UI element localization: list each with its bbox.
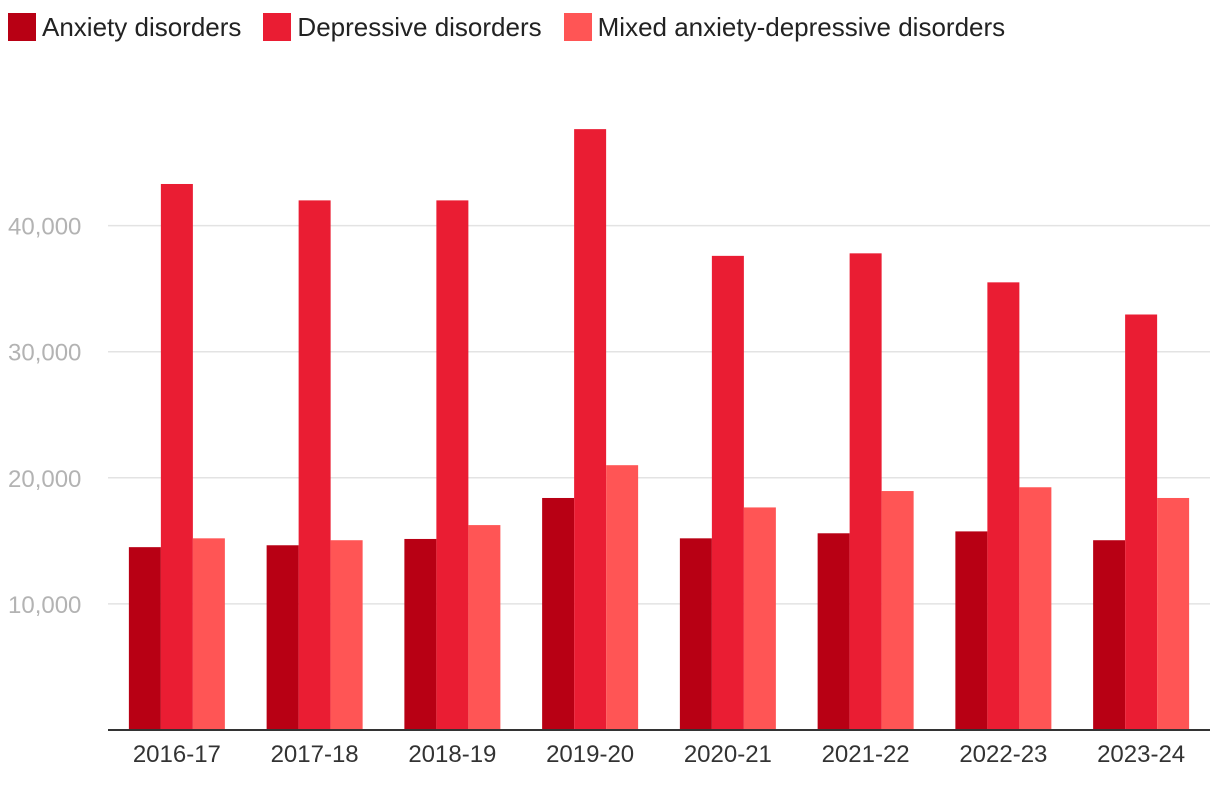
legend-label-mixed: Mixed anxiety-depressive disorders — [597, 11, 1006, 42]
bar-2022-23-anxiety-disorders — [955, 531, 988, 730]
bar-2022-23-mixed-anxiety-depressive-disorders — [1019, 487, 1052, 730]
legend-swatch-anxiety — [8, 13, 36, 41]
x-tick-label-2016-17: 2016-17 — [133, 741, 221, 768]
legend-swatch-mixed — [563, 13, 592, 41]
bar-2020-21-mixed-anxiety-depressive-disorders — [743, 507, 776, 730]
x-tick-label-2019-20: 2019-20 — [546, 741, 634, 768]
bar-2017-18-depressive-disorders — [298, 200, 331, 730]
bar-2020-21-depressive-disorders — [711, 255, 744, 730]
bar-2017-18-anxiety-disorders — [266, 545, 299, 730]
x-tick-label-2017-18: 2017-18 — [271, 741, 359, 768]
legend-label-depressive: Depressive disorders — [297, 11, 542, 42]
x-tick-label-2022-23: 2022-23 — [959, 741, 1047, 768]
bar-2019-20-mixed-anxiety-depressive-disorders — [606, 465, 639, 730]
chart-legend: Anxiety disorders Depressive disorders M… — [8, 10, 1027, 44]
legend-label-anxiety: Anxiety disorders — [42, 11, 242, 42]
x-tick-label-2023-24: 2023-24 — [1097, 741, 1185, 768]
bar-2017-18-mixed-anxiety-depressive-disorders — [330, 540, 363, 730]
bar-2019-20-depressive-disorders — [574, 129, 607, 731]
bar-2019-20-anxiety-disorders — [542, 497, 575, 730]
x-tick-label-2018-19: 2018-19 — [408, 741, 496, 768]
bar-2021-22-mixed-anxiety-depressive-disorders — [881, 491, 914, 730]
x-tick-label-2020-21: 2020-21 — [684, 741, 772, 768]
bar-2022-23-depressive-disorders — [987, 282, 1020, 730]
bar-2018-19-depressive-disorders — [436, 200, 469, 730]
y-tick-label-30000: 30,000 — [8, 340, 81, 367]
x-tick-label-2021-22: 2021-22 — [822, 741, 910, 768]
y-tick-label-20000: 20,000 — [8, 466, 81, 493]
bar-2018-19-mixed-anxiety-depressive-disorders — [468, 525, 501, 730]
legend-item-anxiety: Anxiety disorders — [8, 12, 241, 43]
bar-2023-24-anxiety-disorders — [1093, 540, 1126, 730]
bar-2018-19-anxiety-disorders — [404, 538, 437, 730]
legend-swatch-depressive — [263, 13, 292, 41]
bar-2016-17-depressive-disorders — [160, 183, 193, 730]
bar-2021-22-depressive-disorders — [849, 253, 882, 731]
bar-2023-24-depressive-disorders — [1125, 314, 1158, 730]
y-tick-label-40000: 40,000 — [8, 214, 81, 241]
bar-2016-17-mixed-anxiety-depressive-disorders — [192, 538, 225, 730]
bar-2021-22-anxiety-disorders — [817, 533, 850, 730]
legend-item-depressive: Depressive disorders — [263, 11, 542, 43]
bar-2016-17-anxiety-disorders — [128, 547, 161, 730]
bar-2023-24-mixed-anxiety-depressive-disorders — [1157, 497, 1190, 730]
legend-item-mixed: Mixed anxiety-depressive disorders — [563, 11, 1006, 43]
bar-2020-21-anxiety-disorders — [679, 538, 712, 730]
y-tick-label-10000: 10,000 — [8, 592, 81, 619]
